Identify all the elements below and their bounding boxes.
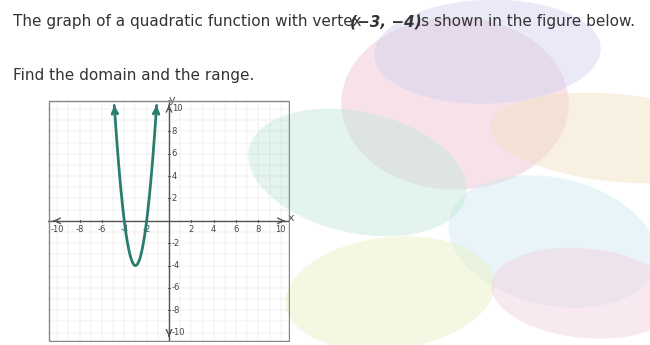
Ellipse shape — [448, 175, 650, 308]
Ellipse shape — [490, 93, 650, 183]
Text: 2: 2 — [188, 225, 194, 234]
Text: 4: 4 — [211, 225, 216, 234]
Ellipse shape — [285, 236, 495, 345]
Text: -2: -2 — [142, 225, 151, 234]
Ellipse shape — [248, 109, 467, 236]
Text: -6: -6 — [98, 225, 106, 234]
Text: Find the domain and the range.: Find the domain and the range. — [13, 68, 254, 82]
Text: 10: 10 — [276, 225, 286, 234]
Text: The graph of a quadratic function with vertex: The graph of a quadratic function with v… — [13, 14, 366, 29]
Text: -2: -2 — [172, 239, 180, 248]
Text: 6: 6 — [233, 225, 239, 234]
Text: 10: 10 — [172, 105, 182, 114]
Ellipse shape — [374, 0, 601, 104]
Text: 6: 6 — [172, 149, 177, 158]
Text: -4: -4 — [120, 225, 129, 234]
Text: -10: -10 — [172, 328, 185, 337]
Text: -8: -8 — [75, 225, 84, 234]
Text: 4: 4 — [172, 171, 177, 180]
Text: 8: 8 — [255, 225, 261, 234]
Text: y: y — [169, 95, 176, 105]
Text: -10: -10 — [51, 225, 64, 234]
Ellipse shape — [491, 248, 650, 339]
Text: (−3, −4): (−3, −4) — [350, 14, 422, 29]
Text: 2: 2 — [172, 194, 177, 203]
Ellipse shape — [341, 17, 569, 190]
Text: -4: -4 — [172, 261, 180, 270]
Text: -8: -8 — [172, 306, 180, 315]
Text: 8: 8 — [172, 127, 177, 136]
Text: x: x — [287, 213, 294, 223]
Text: -6: -6 — [172, 283, 180, 292]
Text: is shown in the figure below.: is shown in the figure below. — [411, 14, 634, 29]
